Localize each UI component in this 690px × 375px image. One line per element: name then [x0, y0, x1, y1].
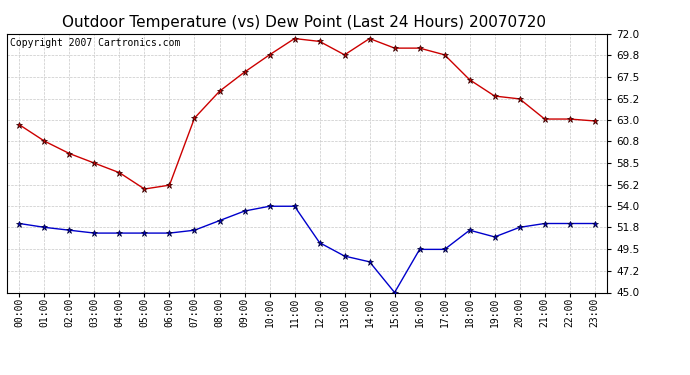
Text: Outdoor Temperature (vs) Dew Point (Last 24 Hours) 20070720: Outdoor Temperature (vs) Dew Point (Last…: [61, 15, 546, 30]
Text: Copyright 2007 Cartronics.com: Copyright 2007 Cartronics.com: [10, 38, 180, 48]
